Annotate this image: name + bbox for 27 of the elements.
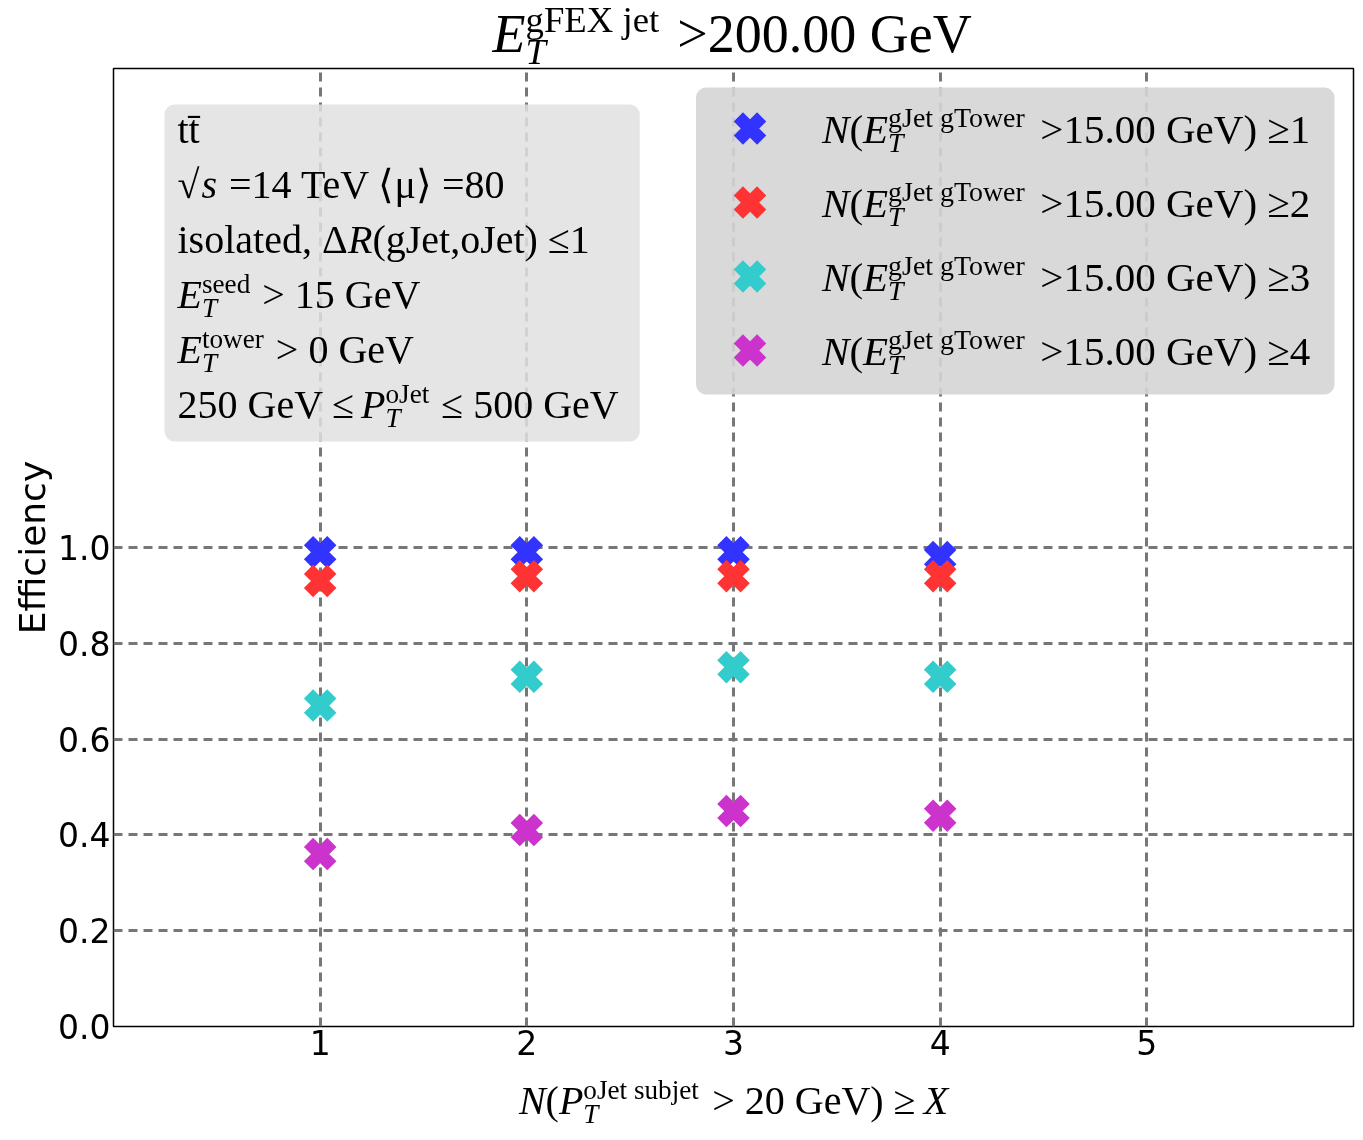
point: [508, 658, 545, 695]
y-tick-label: 0.4: [58, 816, 111, 856]
y-tick-label: 1.0: [58, 529, 111, 568]
point: [302, 835, 339, 873]
x-tick-label: 3: [723, 1023, 744, 1063]
y-axis-title: Efficiency: [12, 460, 54, 635]
point: [508, 558, 545, 595]
annotation: tt̄: [177, 107, 201, 153]
x-tick-label: 1: [309, 1023, 331, 1063]
point: [508, 811, 545, 849]
y-tick-label: 0.6: [58, 720, 111, 760]
point: [715, 558, 752, 595]
y-tick-label: 0.2: [58, 912, 111, 952]
x-tick-label: 2: [516, 1023, 538, 1063]
y-tick-label: 0.8: [58, 624, 111, 664]
point: [922, 658, 959, 695]
point: [302, 687, 339, 724]
x-tick-label: 4: [929, 1023, 951, 1063]
annotation: isolated, ΔR(gJet,oJet) ≤1: [177, 217, 590, 263]
y-tick-label: 0.0: [58, 1008, 111, 1047]
point: [715, 649, 752, 686]
annotation: √s =14 TeV ⟨μ⟩ =80: [177, 162, 505, 208]
point: [922, 797, 959, 834]
point: [302, 562, 339, 600]
x-tick-label: 5: [1136, 1023, 1158, 1063]
point: [715, 792, 752, 830]
point: [922, 558, 959, 595]
